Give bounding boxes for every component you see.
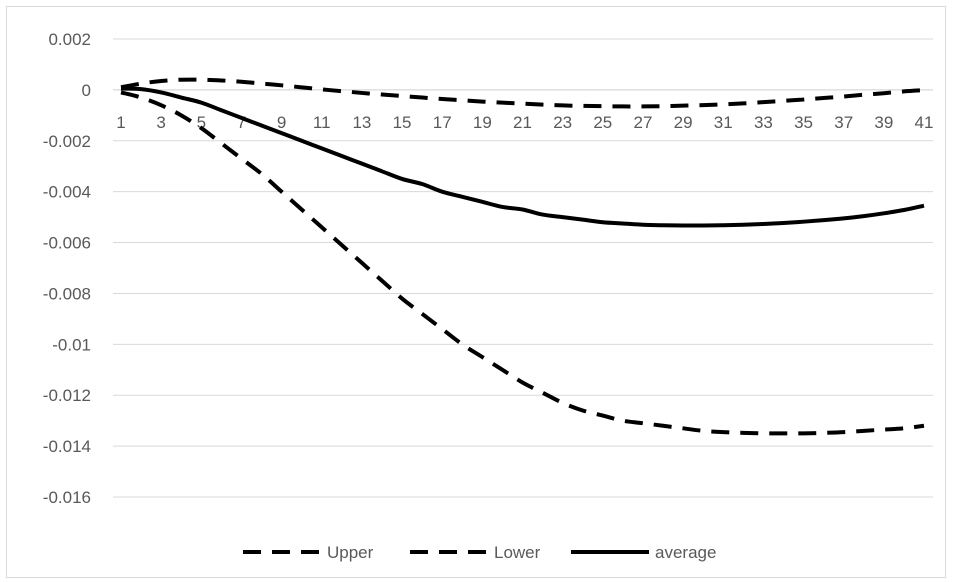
legend: Upper Lower average	[243, 543, 716, 562]
y-tick-label: -0.006	[43, 234, 91, 253]
x-tick-label: 33	[754, 113, 773, 132]
x-tick-label: 25	[593, 113, 612, 132]
x-tick-label: 35	[794, 113, 813, 132]
series-line-lower	[120, 90, 925, 436]
series-lines	[120, 77, 925, 436]
x-tick-label: 23	[553, 113, 572, 132]
x-tick-label: 3	[156, 113, 165, 132]
series-line-upper	[120, 77, 925, 109]
legend-label: average	[655, 543, 716, 562]
legend-item-average: average	[571, 543, 716, 562]
x-tick-label: 31	[714, 113, 733, 132]
legend-label: Lower	[494, 543, 541, 562]
y-tick-label: -0.008	[43, 284, 91, 303]
y-tick-label: 0	[82, 81, 91, 100]
y-tick-label: -0.01	[52, 335, 91, 354]
x-tick-label: 11	[313, 113, 331, 132]
y-tick-label: 0.002	[48, 30, 91, 49]
x-tick-label: 41	[915, 113, 934, 132]
x-tick-label: 39	[874, 113, 893, 132]
x-tick-label: 17	[433, 113, 452, 132]
legend-label: Upper	[327, 543, 374, 562]
y-axis-tick-labels: 0.002 0 -0.002 -0.004 -0.006 -0.008 -0.01 -0.01…	[43, 30, 91, 507]
x-tick-label: 5	[197, 113, 206, 132]
y-tick-label: -0.016	[43, 488, 91, 507]
x-tick-label: 7	[237, 113, 246, 132]
x-tick-label: 15	[393, 113, 412, 132]
line-chart: 0.002 0 -0.002 -0.004 -0.006 -0.008 -0.01 -0.01…	[43, 30, 934, 562]
x-axis-tick-labels: 1 3 5 7 9 11 13 15 17 19 21 23 25 27 29 31 33 35 37 39 41	[116, 113, 933, 132]
x-tick-label: 19	[473, 113, 492, 132]
legend-item-upper: Upper	[243, 543, 374, 562]
y-tick-label: -0.014	[43, 437, 91, 456]
x-tick-label: 21	[513, 113, 532, 132]
series-line-average	[120, 86, 925, 228]
gridlines	[113, 38, 933, 498]
chart-area: 0.002 0 -0.002 -0.004 -0.006 -0.008 -0.01 -0.01…	[6, 6, 946, 578]
x-tick-label: 1	[116, 113, 125, 132]
x-tick-label: 13	[352, 113, 371, 132]
y-tick-label: -0.002	[43, 132, 91, 151]
x-tick-label: 27	[633, 113, 652, 132]
x-tick-label: 37	[834, 113, 853, 132]
y-tick-label: -0.004	[43, 183, 91, 202]
legend-item-lower: Lower	[410, 543, 541, 562]
y-tick-label: -0.012	[43, 386, 91, 405]
x-tick-label: 9	[277, 113, 286, 132]
x-tick-label: 29	[674, 113, 693, 132]
